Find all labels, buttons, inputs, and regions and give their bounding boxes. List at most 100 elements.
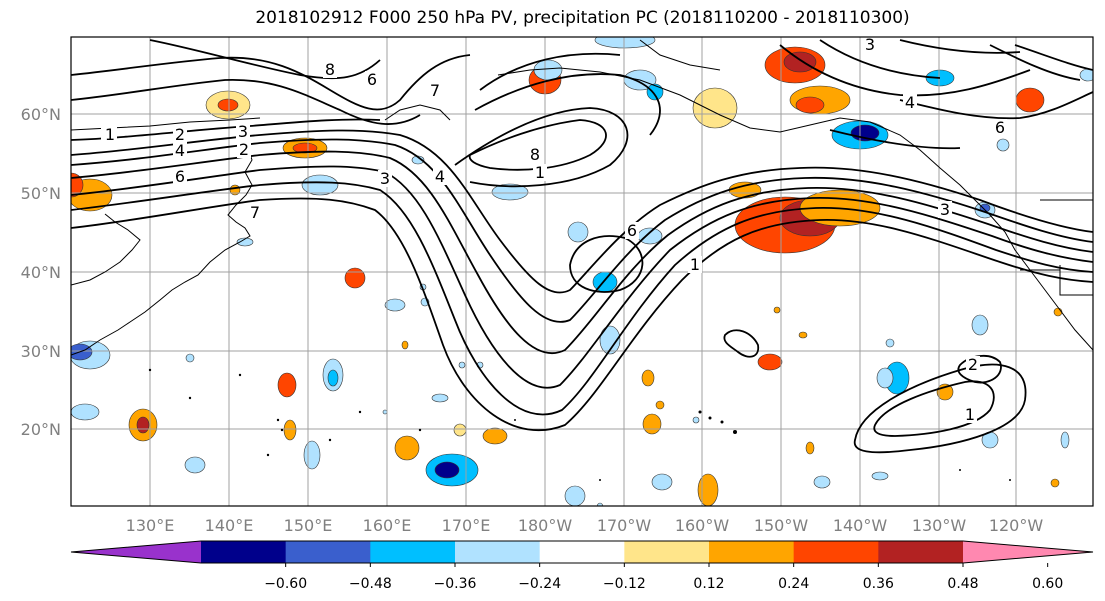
colorbar-tick-label: 0.12 (693, 576, 724, 592)
precip-anomaly-patch (773, 306, 781, 314)
contour-label: 1 (965, 405, 975, 424)
colorbar-tick-label: −0.60 (264, 576, 307, 592)
lat-tick-label: 20°N (21, 420, 61, 439)
precip-anomaly-patch (236, 237, 254, 247)
contour-label: 2 (968, 355, 978, 374)
precip-anomaly-patch (795, 96, 825, 114)
latitude-axis: 60°N 50°N 40°N 30°N 20°N (21, 105, 61, 439)
colorbar-ticks: −0.60 −0.48 −0.36 −0.24 −0.12 0.12 0.24 0.36 0.4… (264, 563, 1063, 592)
precip-anomaly-patch (1060, 431, 1070, 449)
precip-anomaly-patch (292, 142, 318, 154)
contour-label-bg (903, 94, 917, 111)
contour-label: 7 (430, 81, 440, 100)
lon-tick-label: 160°W (675, 516, 730, 535)
islands (148, 368, 1011, 481)
contour-label: 3 (940, 200, 950, 219)
precip-anomaly-patch (885, 338, 895, 348)
contour-labels: 12346781234678161213463 (101, 37, 1007, 424)
precip-anomaly-patch (871, 471, 889, 481)
precip-anomaly-patch (641, 369, 655, 387)
precip-anomaly-patch (637, 227, 663, 245)
map-title: 2018102912 F000 250 hPa PV, precipitatio… (255, 8, 910, 28)
precip-anomaly-patch (971, 314, 989, 336)
contour-label: 6 (995, 118, 1005, 137)
contour-label-bg (863, 37, 877, 53)
contour-label-bg (237, 141, 251, 158)
contour-label: 2 (239, 140, 249, 159)
precip-anomaly-patch (697, 473, 719, 506)
precip-anomaly-patch (1050, 478, 1060, 488)
colorbar-tick-label: −0.24 (518, 576, 561, 592)
contour-label-bg (433, 168, 447, 185)
precip-anomaly-patch (805, 441, 815, 455)
colorbar-tick-label: −0.48 (349, 576, 392, 592)
contour-label-bg (173, 142, 187, 159)
precip-anomaly-patch (301, 174, 339, 196)
precip-anomaly-patch (327, 369, 339, 387)
precip-anomaly-patch (757, 353, 783, 371)
precip-anomaly-patch (394, 435, 420, 461)
precip-anomaly-patch (533, 59, 563, 81)
contour-label-bg (173, 126, 187, 143)
precip-anomaly-patch (71, 343, 93, 361)
contour-label-bg (103, 126, 117, 143)
lon-tick-label: 130°E (126, 516, 175, 535)
precip-anomaly-patch (458, 361, 466, 369)
contour-label: 1 (690, 255, 700, 274)
precip-anomaly-patch (384, 298, 406, 312)
colorbar-segment (539, 541, 625, 563)
contour-label: 7 (250, 203, 260, 222)
precip-anomaly-patch (783, 51, 817, 73)
precip-anomaly-patch (594, 37, 656, 49)
contour-label: 6 (175, 167, 185, 186)
contour-label-bg (625, 222, 639, 239)
longitude-axis: 130°E 140°E 150°E 160°E 170°E 180°W 170°W 160°W… (126, 516, 1044, 535)
colorbar-extend-low (71, 541, 201, 563)
precip-anomaly-patch (184, 456, 206, 474)
precip-anomaly-patch (277, 372, 297, 398)
precip-anomaly-patch (482, 427, 508, 445)
map-frame (70, 36, 1094, 507)
lon-tick-label: 150°W (754, 516, 809, 535)
contour-label-bg (688, 256, 702, 273)
precip-anomaly-patch (646, 83, 664, 101)
precip-anomaly-patch (453, 423, 467, 437)
precip-anomaly-patch (599, 325, 621, 355)
lon-tick-label: 120°W (989, 516, 1044, 535)
contour-label-bg (966, 356, 980, 373)
coastlines (71, 39, 1093, 356)
precip-anomaly-patch (71, 172, 84, 198)
colorbar-segment (370, 541, 456, 563)
colorbar-segment (624, 541, 710, 563)
lon-tick-label: 150°E (284, 516, 333, 535)
precip-anomaly-patch (136, 416, 150, 434)
lon-tick-label: 170°E (442, 516, 491, 535)
colorbar-tick-label: 0.36 (863, 576, 894, 592)
contour-label-bg (533, 164, 547, 181)
precip-anomaly-patch (596, 502, 604, 506)
contour-label: 8 (325, 60, 335, 79)
precip-anomaly-patch (813, 475, 831, 489)
contour-label-bg (365, 71, 379, 88)
precip-anomaly-patch (692, 87, 738, 129)
contour-label: 4 (435, 167, 445, 186)
precip-anomaly-patch (303, 440, 321, 470)
colorbar-tick-label: 0.24 (778, 576, 809, 592)
lon-tick-label: 140°E (205, 516, 254, 535)
precip-anomaly-patch (876, 367, 894, 389)
lon-tick-label: 180°W (518, 516, 573, 535)
colorbar-segment (878, 541, 964, 563)
lon-tick-label: 130°W (912, 516, 967, 535)
precip-anomaly-patch (728, 181, 762, 199)
precip-anomaly-patch (185, 353, 195, 363)
contour-label: 3 (380, 169, 390, 188)
precip-anomaly-patch (382, 409, 388, 415)
lat-tick-label: 40°N (21, 263, 61, 282)
precip-anomaly-patch (798, 331, 808, 339)
contour-label: 4 (175, 141, 185, 160)
precip-anomaly-patch (431, 393, 449, 403)
precip-anomaly-patch (217, 98, 239, 112)
colorbar-segment (201, 541, 287, 563)
contour-label-bg (248, 204, 262, 221)
